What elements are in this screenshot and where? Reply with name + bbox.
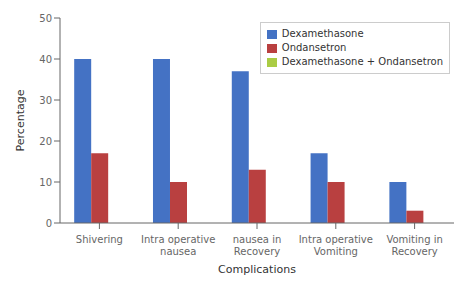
svg-text:40: 40 <box>39 54 52 65</box>
html-text:Dexamethasone: Dexamethasone <box>281 28 364 39</box>
svg-text:Vomiting inRecovery: Vomiting inRecovery <box>386 234 442 257</box>
svg-text:Shivering: Shivering <box>76 234 123 245</box>
svg-text:10: 10 <box>39 177 52 188</box>
svg-text:30: 30 <box>39 95 52 106</box>
svg-text:Complications: Complications <box>218 263 296 276</box>
html-text:Dexamethasone + Ondansetron: Dexamethasone + Ondansetron <box>281 56 443 67</box>
svg-text:50: 50 <box>39 13 52 24</box>
svg-text:20: 20 <box>39 136 52 147</box>
svg-text:Intra operativenausea: Intra operativenausea <box>141 234 215 257</box>
svg-text:Percentage: Percentage <box>14 89 27 151</box>
svg-text:0: 0 <box>46 218 52 229</box>
svg-text:nausea inRecovery: nausea inRecovery <box>233 234 282 257</box>
html-text:Ondansetron: Ondansetron <box>281 42 347 53</box>
svg-text:Intra operativeVomiting: Intra operativeVomiting <box>299 234 373 257</box>
